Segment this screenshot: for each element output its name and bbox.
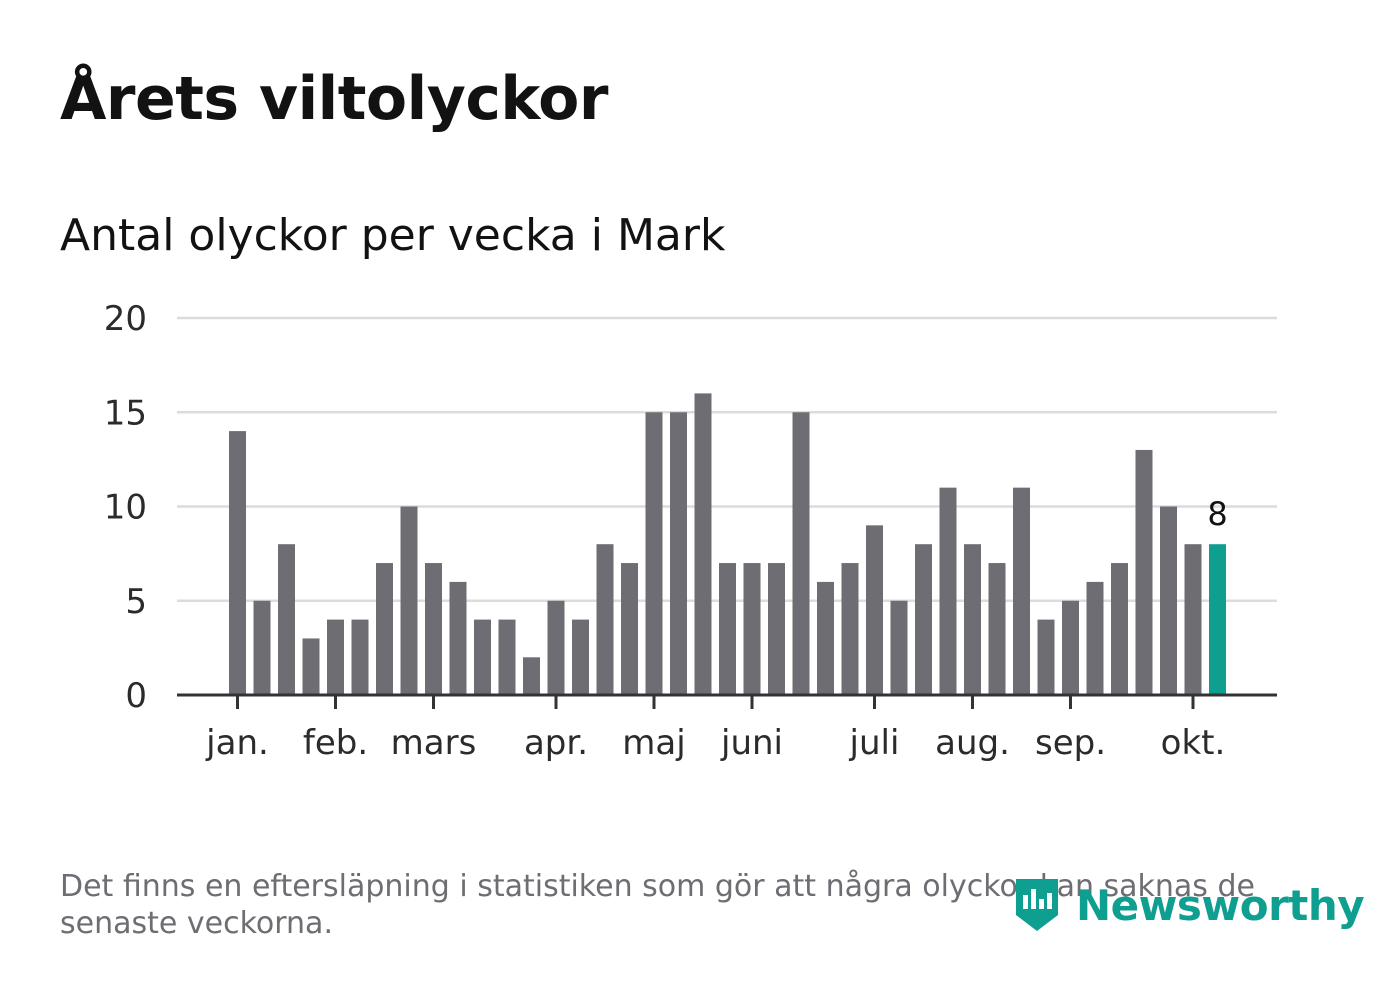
x-tick-label: aug. (935, 723, 1010, 763)
bar (694, 393, 712, 695)
gridlines (177, 316, 1277, 602)
bar (743, 563, 761, 695)
x-tick-label: juli (849, 723, 900, 763)
bar (376, 563, 393, 695)
bar (621, 563, 638, 695)
bar (988, 563, 1006, 695)
bar (547, 600, 565, 695)
bar (1086, 581, 1104, 695)
bar (229, 431, 246, 695)
x-tick-label: jan. (205, 723, 269, 763)
x-tick-label: maj (622, 723, 685, 763)
y-tick-label: 0 (125, 676, 147, 716)
bar (1013, 487, 1030, 695)
bar (474, 619, 491, 695)
bar (596, 544, 614, 695)
newsworthy-logo[interactable]: Newsworthy (1012, 875, 1365, 935)
y-tick-label: 15 (104, 393, 147, 433)
y-tick-label: 20 (104, 299, 147, 339)
highlight-value-label: 8 (1207, 495, 1227, 533)
bar (327, 619, 344, 695)
bar (964, 544, 981, 695)
y-tick-label: 10 (104, 488, 147, 528)
chart-title: Årets viltolyckor (60, 64, 609, 134)
x-tick-label: mars (391, 723, 477, 763)
bar (670, 412, 687, 695)
x-tick-label: apr. (524, 723, 588, 763)
x-tick-label: juni (720, 723, 783, 763)
bars (229, 393, 1226, 695)
x-tick-label: sep. (1035, 723, 1106, 763)
bar (572, 619, 589, 695)
bar (351, 619, 369, 695)
bar (1037, 619, 1055, 695)
bar (866, 525, 883, 695)
bar (1062, 600, 1079, 695)
bar (719, 563, 736, 695)
y-axis-ticks: 0 5 10 15 20 (104, 299, 147, 716)
bar (792, 412, 810, 695)
newsworthy-logo-text: Newsworthy (1076, 880, 1365, 930)
bar (253, 600, 271, 695)
y-tick-label: 5 (125, 582, 147, 622)
bar (1184, 544, 1202, 695)
bar (915, 544, 932, 695)
bar (1135, 449, 1153, 695)
bar-highlight (1209, 544, 1226, 695)
data-labels: 8 (1207, 495, 1227, 533)
bar (278, 544, 295, 695)
bar (302, 638, 320, 695)
bar (400, 506, 418, 695)
newsworthy-logo-icon (1016, 879, 1058, 931)
bar (939, 487, 957, 695)
bar (817, 581, 834, 695)
bar (523, 657, 540, 695)
bar (498, 619, 516, 695)
bar (768, 563, 785, 695)
bar (1111, 563, 1128, 695)
chart-subtitle: Antal olyckor per vecka i Mark (60, 210, 726, 261)
bar (890, 600, 908, 695)
bar (1160, 506, 1177, 695)
x-tick-label: okt. (1161, 723, 1226, 763)
bar (645, 412, 663, 695)
bar (425, 563, 442, 695)
x-tick-label: feb. (303, 723, 368, 763)
bar (449, 581, 467, 695)
bar (841, 563, 859, 695)
x-axis-ticks: jan. feb. mars apr. maj juni juli aug. sep. okt. (205, 695, 1225, 763)
